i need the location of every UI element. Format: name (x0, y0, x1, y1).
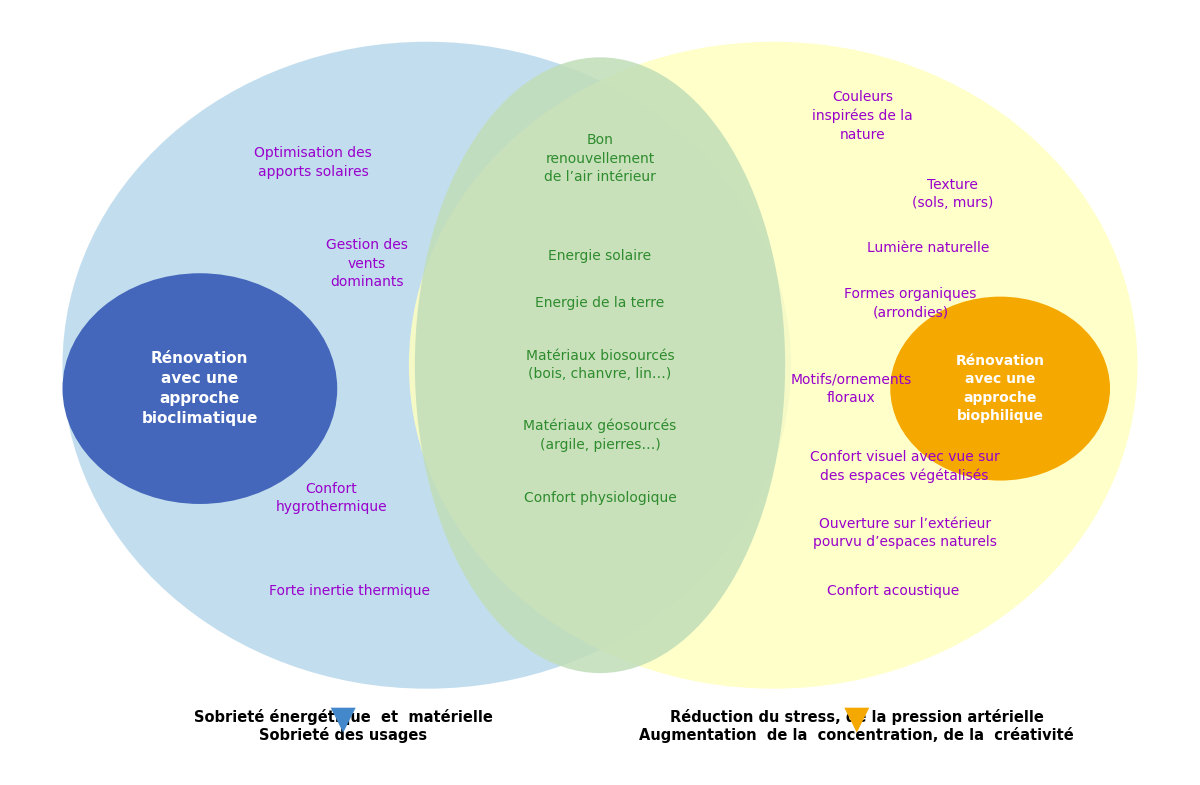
Text: Bon
renouvellement
de l’air intérieur: Bon renouvellement de l’air intérieur (544, 133, 656, 184)
Text: Rénovation
avec une
approche
biophilique: Rénovation avec une approche biophilique (955, 354, 1045, 423)
Text: Matériaux biosourcés
(bois, chanvre, lin…): Matériaux biosourcés (bois, chanvre, lin… (526, 349, 674, 382)
Text: Confort visuel avec vue sur
des espaces végétalisés: Confort visuel avec vue sur des espaces … (810, 450, 1000, 483)
Text: Lumière naturelle: Lumière naturelle (868, 241, 990, 255)
Text: Confort
hygrothermique: Confort hygrothermique (276, 481, 388, 514)
Text: Motifs/ornements
floraux: Motifs/ornements floraux (791, 372, 912, 405)
Text: Energie de la terre: Energie de la terre (535, 296, 665, 310)
Text: Couleurs
inspirées de la
nature: Couleurs inspirées de la nature (812, 90, 913, 141)
Text: Energie solaire: Energie solaire (548, 249, 652, 263)
Ellipse shape (409, 42, 1138, 688)
Text: Forte inertie thermique: Forte inertie thermique (269, 584, 430, 598)
Text: Confort acoustique: Confort acoustique (827, 584, 959, 598)
Ellipse shape (415, 57, 785, 673)
Ellipse shape (62, 42, 791, 688)
Text: Matériaux géosourcés
(argile, pierres…): Matériaux géosourcés (argile, pierres…) (523, 419, 677, 452)
Ellipse shape (890, 297, 1110, 480)
Text: Sobrieté énergétique  et  matérielle
Sobrieté des usages: Sobrieté énergétique et matérielle Sobri… (193, 709, 493, 743)
Text: Formes organiques
(arrondies): Formes organiques (arrondies) (845, 287, 977, 319)
Text: Gestion des
vents
dominants: Gestion des vents dominants (326, 239, 408, 290)
Ellipse shape (62, 273, 337, 504)
Text: Texture
(sols, murs): Texture (sols, murs) (912, 177, 994, 210)
Text: Ouverture sur l’extérieur
pourvu d’espaces naturels: Ouverture sur l’extérieur pourvu d’espac… (812, 517, 996, 549)
Text: Optimisation des
apports solaires: Optimisation des apports solaires (254, 146, 372, 179)
Text: Réduction du stress, de la pression artérielle
Augmentation  de la  concentratio: Réduction du stress, de la pression arté… (640, 709, 1074, 743)
Text: Confort physiologique: Confort physiologique (523, 491, 677, 505)
Text: Rénovation
avec une
approche
bioclimatique: Rénovation avec une approche bioclimatiq… (142, 352, 258, 425)
